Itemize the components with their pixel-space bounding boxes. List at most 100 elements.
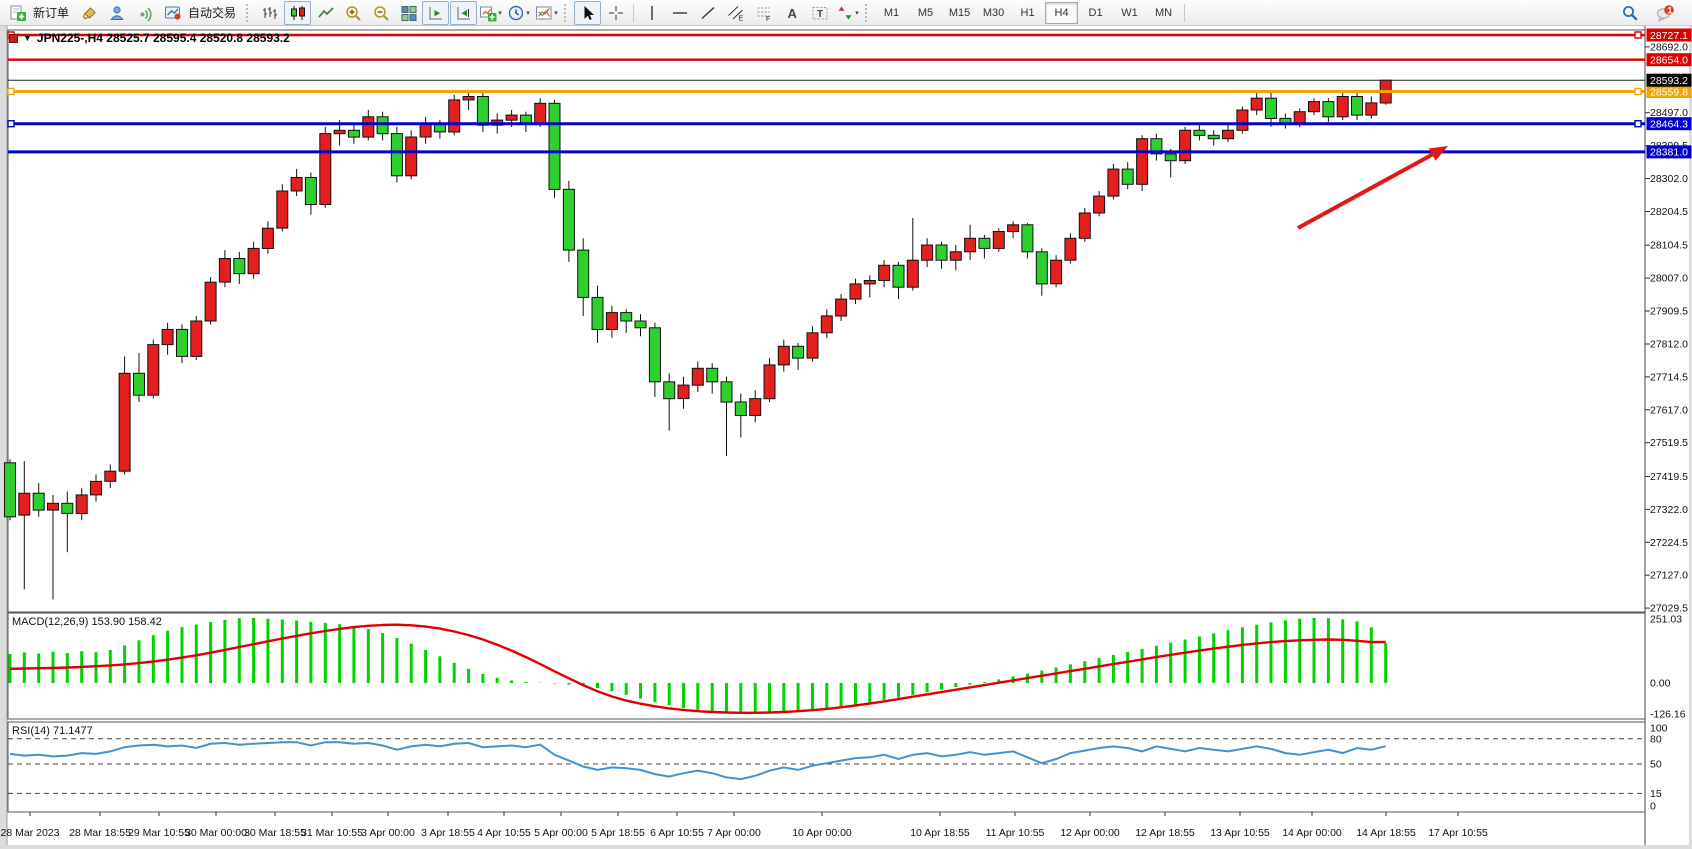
svg-text:3 Apr 18:55: 3 Apr 18:55 [421,827,475,839]
macd-indicator-label: MACD(12,26,9) 153.90 158.42 [12,616,162,628]
indicators-button[interactable]: ▾ [477,1,504,25]
notifications-button[interactable]: 1 [1651,1,1678,25]
svg-text:13 Apr 10:55: 13 Apr 10:55 [1210,827,1270,839]
svg-text:27224.5: 27224.5 [1650,537,1688,549]
svg-text:27617.0: 27617.0 [1650,404,1688,416]
svg-text:28654.0: 28654.0 [1650,55,1688,67]
svg-text:28302.0: 28302.0 [1650,173,1688,185]
timeframe-m1-button[interactable]: M1 [883,6,900,19]
svg-text:29 Mar 10:55: 29 Mar 10:55 [128,827,190,839]
candlestick-chart-button[interactable] [284,0,312,25]
auto-trading-button[interactable] [159,1,186,25]
svg-text:251.03: 251.03 [1650,614,1682,626]
svg-text:27322.0: 27322.0 [1650,504,1688,516]
fibonacci-button[interactable]: F [750,1,777,25]
timeframe-w1-button[interactable]: W1 [1121,6,1138,19]
svg-text:27419.5: 27419.5 [1650,471,1688,483]
svg-text:27519.5: 27519.5 [1650,437,1688,449]
svg-text:1: 1 [1667,5,1673,16]
timeframe-m5-button[interactable]: M5 [917,6,934,19]
svg-text:28007.0: 28007.0 [1650,273,1688,285]
svg-text:10 Apr 18:55: 10 Apr 18:55 [910,827,970,839]
symbol-title: JPN225-,H4 28525.7 28595.4 28520.8 28593… [36,31,290,45]
svg-text:-126.16: -126.16 [1650,709,1686,721]
timeframe-m15-button[interactable]: M15 [948,6,971,19]
svg-text:10 Apr 00:00: 10 Apr 00:00 [792,827,852,839]
timeframe-h1-button[interactable]: H1 [1020,6,1035,19]
auto-scroll-button[interactable] [450,0,478,25]
bar-chart-button[interactable] [256,1,283,25]
macd-histogram [8,618,1388,714]
zoom-in-button[interactable] [339,1,366,25]
macd-signal-line [9,623,1386,714]
svg-text:3 Apr 00:00: 3 Apr 00:00 [361,827,415,839]
svg-text:28104.5: 28104.5 [1650,240,1688,252]
svg-text:28727.1: 28727.1 [1650,30,1688,42]
auto-trading-button-label: 自动交易 [188,6,237,20]
svg-text:28204.5: 28204.5 [1650,206,1688,218]
svg-text:E: E [738,15,743,22]
rsi-level-lines [8,738,1645,794]
svg-text:30 Mar 00:00: 30 Mar 00:00 [185,827,247,839]
svg-text:28381.0: 28381.0 [1650,147,1688,159]
svg-text:0: 0 [1650,801,1656,813]
chart-window-icon [9,33,18,43]
cursor-button[interactable] [574,0,602,25]
zoom-out-button[interactable] [367,1,394,25]
text-button[interactable]: A [778,1,805,25]
price-badges: 28727.1 28654.0 28559.8 28464.3 28381.0 28593… [1646,28,1692,159]
line-chart-button[interactable] [312,1,339,25]
chart-shift-button[interactable] [422,0,450,25]
periods-button[interactable]: ▾ [505,1,532,25]
svg-text:15: 15 [1650,788,1662,800]
templates-button[interactable]: ▾ [533,1,560,25]
timeframe-m30-button[interactable]: M30 [982,6,1005,19]
search-button[interactable] [1616,1,1643,25]
svg-text:28464.3: 28464.3 [1650,119,1688,131]
chart-title-bar: ▼ JPN225-,H4 28525.7 28595.4 28520.8 285… [9,31,290,45]
svg-text:28497.0: 28497.0 [1650,107,1688,119]
horizontal-line-button[interactable] [666,1,693,25]
timeframe-h4-button[interactable]: H4 [1045,1,1079,24]
svg-text:27812.0: 27812.0 [1650,339,1688,351]
svg-text:14 Apr 18:55: 14 Apr 18:55 [1356,827,1416,839]
timeframe-mn-button[interactable]: MN [1154,6,1173,19]
timeframe-d1-button[interactable]: D1 [1088,6,1103,19]
svg-text:28593.2: 28593.2 [1650,75,1688,87]
svg-text:F: F [766,16,770,22]
vertical-line-button[interactable] [638,1,665,25]
svg-text:28559.8: 28559.8 [1650,86,1688,98]
style-bucket-button[interactable] [75,1,102,25]
svg-text:4 Apr 10:55: 4 Apr 10:55 [477,827,531,839]
new-order-button[interactable] [4,1,31,25]
tile-windows-button[interactable] [395,1,422,25]
svg-text:12 Apr 18:55: 12 Apr 18:55 [1135,827,1195,839]
arrow-annotation[interactable] [1297,146,1448,230]
text-label-button[interactable]: T [806,1,833,25]
arrows-button[interactable]: ▾ [834,1,861,25]
svg-text:28 Mar 18:55: 28 Mar 18:55 [69,827,131,839]
equidistant-channel-button[interactable]: E [722,1,749,25]
chevron-down-icon[interactable]: ▼ [23,32,32,43]
trendline-button[interactable] [694,1,721,25]
svg-text:14 Apr 00:00: 14 Apr 00:00 [1282,827,1342,839]
svg-text:27029.5: 27029.5 [1650,603,1688,615]
candlestick-series [4,79,1392,600]
svg-text:6 Apr 10:55: 6 Apr 10:55 [650,827,704,839]
rsi-indicator-label: RSI(14) 71.1477 [12,725,93,737]
svg-text:17 Apr 10:55: 17 Apr 10:55 [1428,827,1488,839]
horizontal-line-objects[interactable] [7,31,1645,154]
svg-text:5 Apr 18:55: 5 Apr 18:55 [591,827,645,839]
crosshair-button[interactable] [602,1,629,25]
signals-button[interactable] [131,1,158,25]
svg-text:27909.5: 27909.5 [1650,306,1688,318]
svg-text:50: 50 [1650,759,1662,771]
svg-text:T: T [817,9,823,20]
svg-text:28692.0: 28692.0 [1650,41,1688,53]
profile-button[interactable] [103,1,130,25]
toolbar-grip [865,3,871,22]
